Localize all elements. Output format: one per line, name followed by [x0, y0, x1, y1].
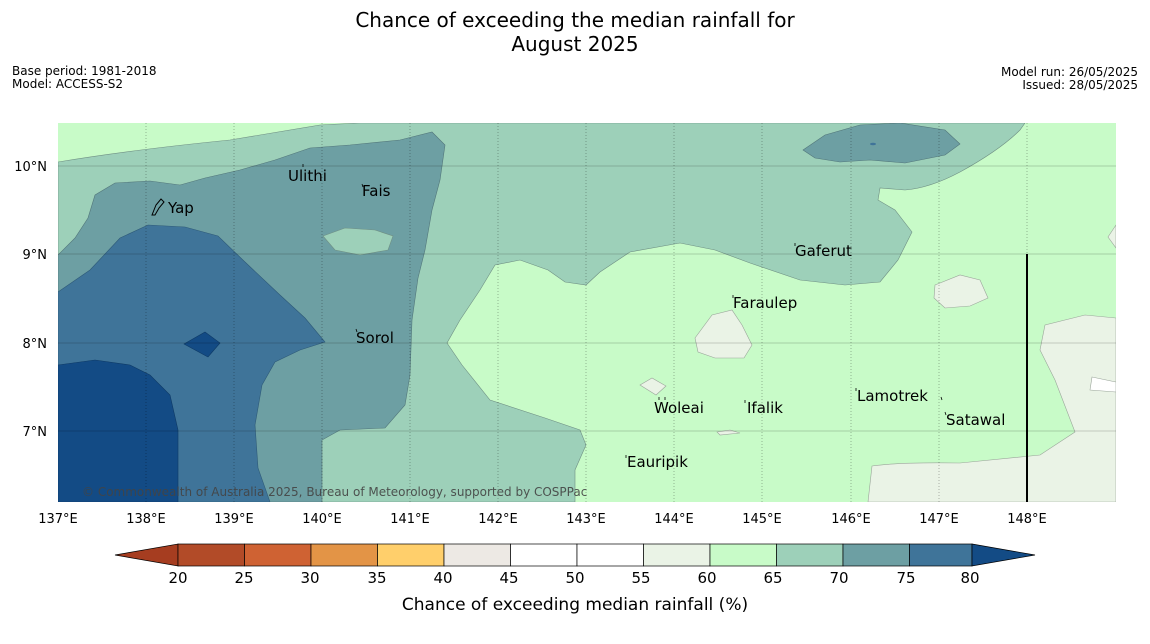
colorbar-bin-40-45 [443, 543, 511, 567]
colorbar-bin-25-30 [244, 543, 312, 567]
contour-70-75-north-east [802, 123, 961, 164]
colorbar-tick-40: 40 [433, 569, 452, 587]
place-label-sorol: Sorol [356, 329, 394, 347]
colorbar-tick-labels: 20 25 30 35 40 45 50 55 60 65 70 75 80 [168, 569, 979, 587]
place-label-satawal: Satawal [946, 411, 1005, 429]
lon-label-143e: 143°E [566, 512, 606, 527]
place-label-fais: Fais [362, 182, 391, 200]
colorbar-bin-60-65 [709, 543, 777, 567]
colorbar-bin-75-80 [909, 543, 973, 567]
place-label-woleai: Woleai [654, 399, 704, 417]
colorbar-tick-45: 45 [499, 569, 518, 587]
place-label-ifalik: Ifalik [747, 399, 783, 417]
contour-50-55-edge [1089, 376, 1116, 393]
place-label-gaferut: Gaferut [795, 242, 852, 260]
contour-gt80 [58, 359, 179, 502]
colorbar [114, 543, 1036, 567]
lat-label-8n: 8°N [23, 337, 48, 352]
colorbar-bin-30-35 [310, 543, 378, 567]
lat-label-10n: 10°N [14, 160, 47, 175]
lon-label-144e: 144°E [654, 512, 694, 527]
model-run-text: Model run: 26/05/2025 [1000, 65, 1138, 79]
contour-gt80-small [183, 331, 221, 358]
place-label-lamotrek: Lamotrek [857, 387, 928, 405]
colorbar-tick-50: 50 [565, 569, 584, 587]
map-title-line2: August 2025 [511, 32, 639, 56]
longitude-labels: 137°E 138°E 139°E 140°E 141°E 142°E 143°… [38, 512, 1047, 527]
lon-label-139e: 139°E [214, 512, 254, 527]
colorbar-tick-60: 60 [697, 569, 716, 587]
colorbar-title: Chance of exceeding median rainfall (%) [402, 595, 748, 615]
contour-65-70-island [322, 227, 394, 256]
contour-75-80-dot [870, 142, 876, 146]
contour-55-60-ifalik [716, 429, 741, 436]
place-labels: Ulithi Fais Yap Gaferut Faraulep Sorol W… [167, 167, 1005, 471]
place-label-yap: Yap [167, 199, 194, 217]
base-period-text: Base period: 1981-2018 [12, 64, 157, 78]
lon-label-140e: 140°E [302, 512, 342, 527]
lat-label-7n: 7°N [23, 425, 48, 440]
colorbar-bin-70-75 [842, 543, 910, 567]
meta-left: Base period: 1981-2018 Model: ACCESS-S2 [12, 65, 157, 91]
lon-label-146e: 146°E [831, 512, 871, 527]
colorbar-tick-20: 20 [168, 569, 187, 587]
lon-label-142e: 142°E [478, 512, 518, 527]
model-text: Model: ACCESS-S2 [12, 77, 124, 91]
colorbar-bin-45-50 [510, 543, 578, 567]
latitude-labels: 10°N 9°N 8°N 7°N [14, 160, 47, 440]
contour-55-60-woleai [639, 377, 667, 396]
colorbar-tick-65: 65 [763, 569, 782, 587]
colorbar-bin-50-55 [576, 543, 644, 567]
colorbar-lower-extend [114, 543, 179, 567]
island-markers [302, 164, 947, 458]
colorbar-bin-65-70 [776, 543, 844, 567]
place-label-eauripik: Eauripik [627, 453, 688, 471]
lon-label-137e: 137°E [38, 512, 78, 527]
lon-label-145e: 145°E [742, 512, 782, 527]
colorbar-bin-55-60 [643, 543, 711, 567]
map-title-line1: Chance of exceeding the median rainfall … [355, 8, 795, 32]
forecast-map: Ulithi Fais Yap Gaferut Faraulep Sorol W… [58, 123, 1116, 502]
colorbar-tick-75: 75 [896, 569, 915, 587]
place-label-ulithi: Ulithi [288, 167, 327, 185]
colorbar-tick-80: 80 [960, 569, 979, 587]
lon-label-138e: 138°E [126, 512, 166, 527]
lon-label-148e: 148°E [1007, 512, 1047, 527]
copyright-notice: © Commonwealth of Australia 2025, Bureau… [82, 485, 587, 499]
map-title: Chance of exceeding the median rainfall … [0, 8, 1150, 56]
gridlines [58, 123, 1116, 502]
colorbar-tick-70: 70 [829, 569, 848, 587]
contour-55-60-faraulep [694, 309, 753, 359]
colorbar-bin-35-40 [377, 543, 445, 567]
contour-55-60-southeast [867, 314, 1116, 502]
lon-label-141e: 141°E [390, 512, 430, 527]
issued-text: Issued: 28/05/2025 [1022, 78, 1138, 92]
colorbar-tick-25: 25 [234, 569, 253, 587]
colorbar-tick-30: 30 [300, 569, 319, 587]
colorbar-bin-20-25 [177, 543, 245, 567]
lon-label-147e: 147°E [919, 512, 959, 527]
contour-55-60-east [933, 274, 989, 309]
meta-right: Model run: 26/05/2025 Issued: 28/05/2025 [1001, 66, 1138, 92]
lat-label-9n: 9°N [23, 248, 48, 263]
contour-55-60-edge [1107, 224, 1116, 249]
yap-island-shape [151, 198, 165, 216]
colorbar-tick-55: 55 [631, 569, 650, 587]
place-label-faraulep: Faraulep [733, 294, 797, 312]
colorbar-tick-35: 35 [367, 569, 386, 587]
colorbar-upper-extend [971, 543, 1036, 567]
